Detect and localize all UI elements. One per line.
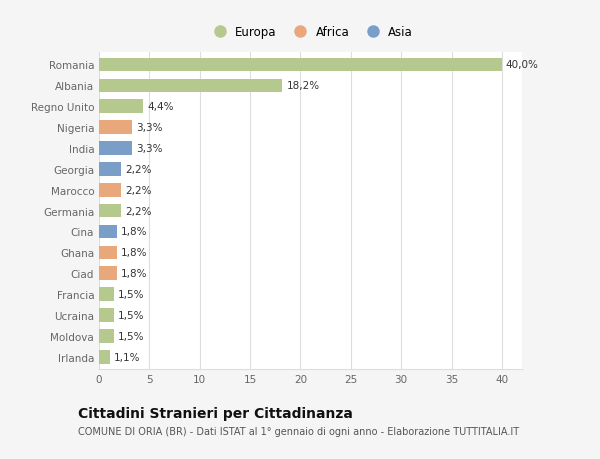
Text: 1,8%: 1,8%	[121, 248, 148, 258]
Text: 3,3%: 3,3%	[136, 144, 163, 154]
Bar	[99, 330, 114, 343]
Bar	[99, 100, 143, 114]
Bar	[99, 58, 502, 72]
Text: 1,1%: 1,1%	[114, 352, 140, 362]
Text: 18,2%: 18,2%	[286, 81, 319, 91]
Text: 1,8%: 1,8%	[121, 227, 148, 237]
Legend: Europa, Africa, Asia: Europa, Africa, Asia	[205, 22, 416, 42]
Text: 2,2%: 2,2%	[125, 206, 152, 216]
Bar	[99, 267, 117, 280]
Text: 2,2%: 2,2%	[125, 164, 152, 174]
Bar	[99, 246, 117, 260]
Text: 2,2%: 2,2%	[125, 185, 152, 195]
Text: 3,3%: 3,3%	[136, 123, 163, 133]
Bar	[99, 142, 132, 156]
Bar	[99, 79, 282, 93]
Bar	[99, 162, 121, 176]
Text: 4,4%: 4,4%	[148, 102, 174, 112]
Bar	[99, 204, 121, 218]
Bar	[99, 350, 110, 364]
Text: 40,0%: 40,0%	[506, 60, 539, 70]
Text: COMUNE DI ORIA (BR) - Dati ISTAT al 1° gennaio di ogni anno - Elaborazione TUTTI: COMUNE DI ORIA (BR) - Dati ISTAT al 1° g…	[78, 426, 519, 436]
Bar	[99, 288, 114, 301]
Bar	[99, 121, 132, 134]
Text: 1,5%: 1,5%	[118, 290, 145, 299]
Text: 1,8%: 1,8%	[121, 269, 148, 279]
Text: Cittadini Stranieri per Cittadinanza: Cittadini Stranieri per Cittadinanza	[78, 406, 353, 420]
Bar	[99, 308, 114, 322]
Text: 1,5%: 1,5%	[118, 310, 145, 320]
Bar	[99, 225, 117, 239]
Text: 1,5%: 1,5%	[118, 331, 145, 341]
Bar	[99, 184, 121, 197]
